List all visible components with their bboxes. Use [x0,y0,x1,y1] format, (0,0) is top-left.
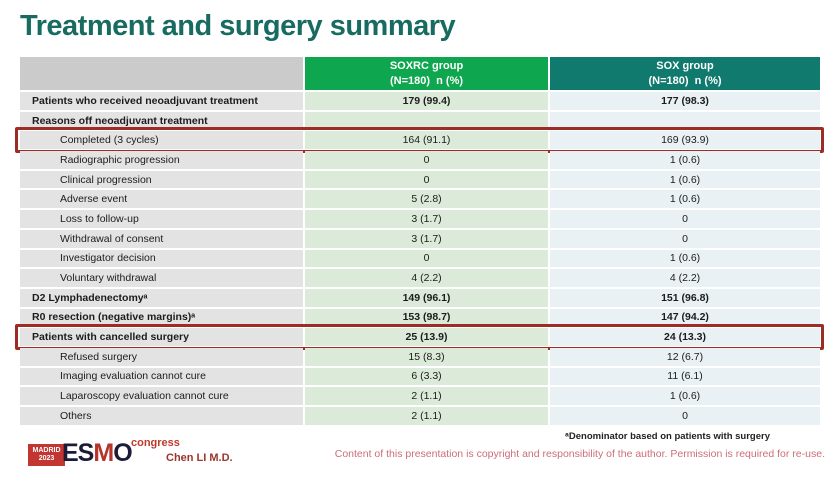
esmo-wordmark: ESMO [62,439,133,468]
sox-value: 1 (0.6) [550,190,820,209]
soxrc-value: 149 (96.1) [305,288,548,307]
esmo-congress-logo: MADRID 2023 ESMO congress [28,437,180,471]
table-row: Laparoscopy evaluation cannot cure 2 (1.… [20,387,820,405]
soxrc-value: 25 (13.9) [305,328,548,346]
soxrc-value: 2 (1.1) [305,387,548,405]
table-row: Radiographic progression 0 1 (0.6) [20,151,820,169]
sox-value: 11 (6.1) [550,367,820,386]
table-row: Adverse event 5 (2.8) 1 (0.6) [20,190,820,209]
soxrc-value: 4 (2.2) [305,269,548,287]
madrid-year-badge: MADRID 2023 [28,444,65,466]
table-row: Clinical progression 0 1 (0.6) [20,170,820,189]
soxrc-value: 179 (99.4) [305,92,548,110]
soxrc-group-label: SOXRC group [389,60,464,73]
table-row: Reasons off neoadjuvant treatment [20,111,820,130]
row-label: Others [20,407,303,425]
sox-value: 0 [550,407,820,425]
sox-value: 1 (0.6) [550,249,820,268]
column-header-empty [20,57,303,90]
table-row: Voluntary withdrawal 4 (2.2) 4 (2.2) [20,269,820,287]
copyright-notice: Content of this presentation is copyrigh… [334,448,825,460]
table-row: Imaging evaluation cannot cure 6 (3.3) 1… [20,367,820,386]
row-label: Completed (3 cycles) [20,131,303,150]
row-label: Clinical progression [20,170,303,189]
summary-table: SOXRC group (N=180) n (%) SOX group (N=1… [15,57,824,425]
sox-value: 147 (94.2) [550,308,820,327]
sox-value: 169 (93.9) [550,131,820,150]
author-credit: Chen LI M.D. [166,452,233,464]
row-label: Adverse event [20,190,303,209]
page-title: Treatment and surgery summary [20,10,456,42]
row-label: Laparoscopy evaluation cannot cure [20,387,303,405]
sox-value [550,111,820,130]
row-label: Patients with cancelled surgery [20,328,303,346]
table-row: Patients who received neoadjuvant treatm… [20,92,820,110]
sox-value: 151 (96.8) [550,288,820,307]
soxrc-value: 0 [305,170,548,189]
sox-value: 12 (6.7) [550,347,820,366]
soxrc-group-sublabel: (N=180) n (%) [389,74,464,87]
table-row: R0 resection (negative margins)ᵃ 153 (98… [20,308,820,327]
sox-value: 24 (13.3) [550,328,820,346]
row-label: Voluntary withdrawal [20,269,303,287]
table-row: Others 2 (1.1) 0 [20,407,820,425]
soxrc-value [305,111,548,130]
sox-value: 0 [550,229,820,248]
column-header-soxrc: SOXRC group (N=180) n (%) [305,57,548,90]
sox-value: 1 (0.6) [550,151,820,169]
table-body: Patients who received neoadjuvant treatm… [15,92,824,425]
row-label: Refused surgery [20,347,303,366]
table-row-highlighted: Patients with cancelled surgery 25 (13.9… [15,324,824,350]
row-label: R0 resection (negative margins)ᵃ [20,308,303,327]
sox-value: 0 [550,210,820,228]
row-label: D2 Lymphadenectomyᵃ [20,288,303,307]
row-label: Radiographic progression [20,151,303,169]
soxrc-value: 2 (1.1) [305,407,548,425]
esmo-letter-m: M [93,439,114,467]
logo-year: 2023 [38,455,55,462]
table-row-highlighted: Completed (3 cycles) 164 (91.1) 169 (93.… [15,127,824,153]
row-label: Loss to follow-up [20,210,303,228]
soxrc-value: 6 (3.3) [305,367,548,386]
table-row: Loss to follow-up 3 (1.7) 0 [20,210,820,228]
soxrc-value: 15 (8.3) [305,347,548,366]
sox-group-sublabel: (N=180) n (%) [648,74,722,87]
soxrc-value: 153 (98.7) [305,308,548,327]
soxrc-value: 5 (2.8) [305,190,548,209]
table-header: SOXRC group (N=180) n (%) SOX group (N=1… [20,57,820,90]
table-row: Investigator decision 0 1 (0.6) [20,249,820,268]
soxrc-value: 0 [305,249,548,268]
table-row: D2 Lymphadenectomyᵃ 149 (96.1) 151 (96.8… [20,288,820,307]
esmo-letters-es: ES [62,439,94,467]
row-label: Imaging evaluation cannot cure [20,367,303,386]
soxrc-value: 164 (91.1) [305,131,548,150]
sox-group-label: SOX group [656,60,714,73]
soxrc-value: 3 (1.7) [305,210,548,228]
soxrc-value: 3 (1.7) [305,229,548,248]
sox-value: 4 (2.2) [550,269,820,287]
congress-label: congress [131,437,180,449]
esmo-letter-o: O [113,439,132,467]
sox-value: 1 (0.6) [550,170,820,189]
table-row: Refused surgery 15 (8.3) 12 (6.7) [20,347,820,366]
row-label: Reasons off neoadjuvant treatment [20,111,303,130]
soxrc-value: 0 [305,151,548,169]
table-row: Withdrawal of consent 3 (1.7) 0 [20,229,820,248]
logo-city: MADRID [32,446,61,454]
row-label: Investigator decision [20,249,303,268]
footnote: ᵃDenominator based on patients with surg… [565,431,770,442]
row-label: Withdrawal of consent [20,229,303,248]
sox-value: 1 (0.6) [550,387,820,405]
row-label: Patients who received neoadjuvant treatm… [20,92,303,110]
column-header-sox: SOX group (N=180) n (%) [550,57,820,90]
sox-value: 177 (98.3) [550,92,820,110]
